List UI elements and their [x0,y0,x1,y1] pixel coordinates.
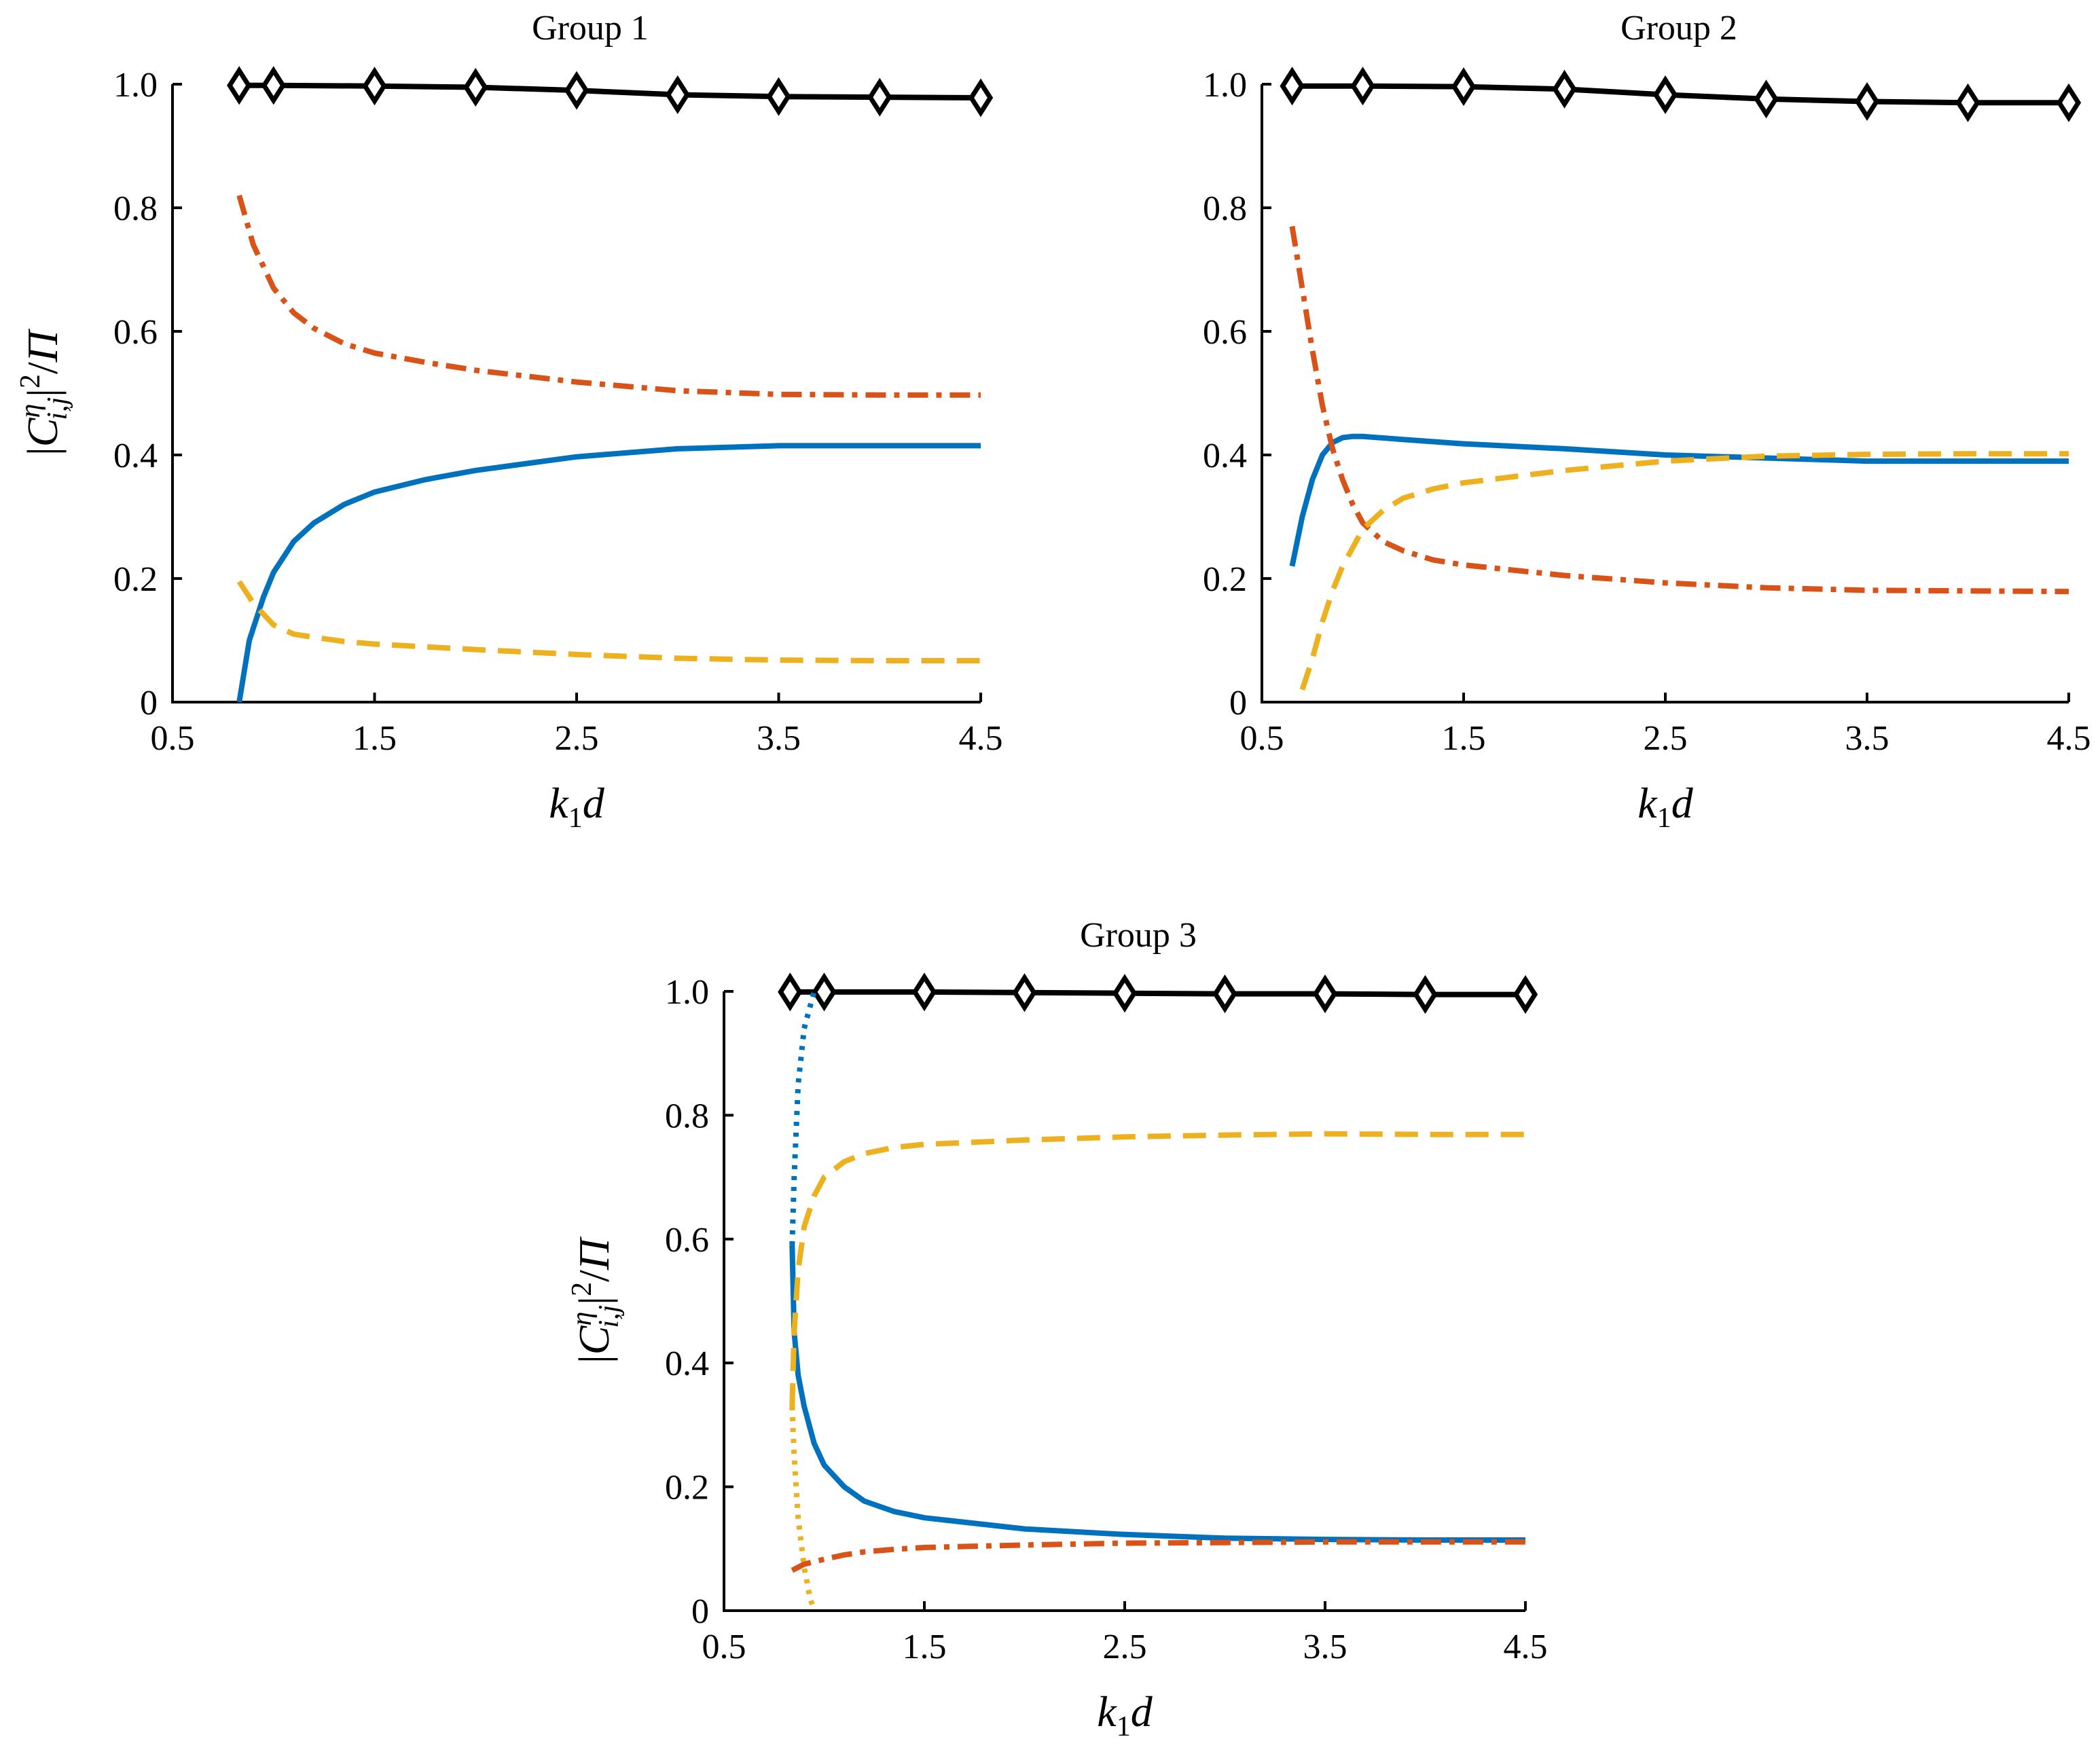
y-tick-label: 0.4 [113,437,158,475]
y-tick-label: 0.2 [113,560,158,599]
y-tick-label: 0.4 [665,1344,709,1383]
y-tick-label: 0.6 [1203,313,1247,352]
diamond-marker [1451,67,1477,107]
diamond-marker [812,972,837,1012]
series-blue-line [236,443,981,703]
x-tick-label: 0.5 [151,719,195,758]
series-blue-dotted-line [789,990,817,1246]
diamond-marker [261,66,286,105]
diamond-marker [463,68,488,107]
y-tick-label: 0.2 [1203,560,1247,599]
x-tick-label: 3.5 [1845,719,1889,758]
diamond-marker [778,972,803,1012]
x-tick-label: 1.5 [1442,719,1486,758]
y-tick-label: 0.8 [113,189,158,228]
chart-title: Group 3 [1080,916,1197,955]
x-tick-label: 4.5 [2047,719,2091,758]
x-tick-label: 0.5 [1240,719,1284,758]
x-tick-label: 2.5 [555,719,599,758]
diamond-marker [766,77,791,116]
series-blue-line [1289,433,2069,567]
x-tick-label: 2.5 [1103,1628,1147,1666]
series-orange-line [791,1539,1525,1573]
diamond-marker [911,972,937,1012]
x-tick-label: 2.5 [1644,719,1688,758]
x-tick-label: 1.5 [903,1628,947,1666]
x-tick-label: 0.5 [702,1628,746,1666]
y-tick-label: 0.6 [113,313,158,352]
diamond-marker [968,78,994,117]
y-tick-label: 0.8 [1203,189,1247,228]
x-label-tail: d [1131,1687,1153,1736]
series-yellow-line [236,580,981,663]
y-tick-label: 0 [1229,684,1247,722]
series-orange-line [236,194,981,398]
y-axis-label: |Cηi,j|2/Π [566,1236,625,1363]
diamond-marker [1212,974,1237,1014]
x-label-symbol: k [549,779,569,827]
chart-panel-3: Group 3 0 0.2 0.4 0.6 0.8 1.0 0.5 1.5 2.5 3.5 4.5 k1… [566,916,1548,1742]
diamond-marker [1280,67,1305,106]
diamond-marker [227,66,252,105]
x-label-subscript: 1 [1657,803,1671,834]
diamond-marker [867,77,892,117]
diamond-marker [665,75,690,114]
y-tick-label: 0 [691,1592,709,1631]
series-yellow-line [789,1131,1525,1407]
diamond-marker [564,71,590,110]
diamond-marker [1513,975,1538,1014]
x-axis-label: k1d [1637,779,1693,834]
y-tick-label: 1.0 [113,66,158,105]
x-tick-label: 3.5 [757,719,801,758]
chart-panel-1: Group 1 0 0.2 0.4 0.6 0.8 1.0 0.5 1.5 2.5 3.5 4.5 k1… [15,9,1003,834]
diamond-marker [362,67,387,106]
y-tick-label: 0.4 [1203,437,1247,475]
x-label-tail: d [1671,779,1694,827]
diamond-marker [1112,974,1138,1013]
x-tick-label: 3.5 [1303,1628,1347,1666]
diamond-marker [1652,75,1678,114]
diamond-marker [2056,83,2082,122]
chart-title: Group 2 [1621,9,1737,48]
diamond-marker [1350,67,1375,106]
diamond-marker [1012,973,1037,1012]
x-label-tail: d [583,779,605,827]
series-yellow-line [1299,451,2069,691]
y-tick-label: 1.0 [1203,66,1247,105]
x-label-symbol: k [1097,1687,1117,1736]
diamond-marker [1552,69,1577,109]
chart-panel-2: Group 2 0 0.2 0.4 0.6 0.8 1.0 0.5 1.5 2.5 3.5 4.5 k1… [1203,9,2091,834]
diamond-marker [1955,83,1980,122]
diamond-marker [1854,81,1880,121]
diamond-marker [1754,79,1779,119]
chart-title: Group 1 [532,9,649,48]
x-label-symbol: k [1637,779,1658,827]
x-tick-label: 4.5 [1504,1628,1548,1666]
diamond-marker [1413,975,1438,1014]
x-tick-label: 1.5 [352,719,397,758]
x-axis-label: k1d [1097,1687,1153,1742]
diamond-marker [1312,974,1338,1014]
y-tick-label: 0.2 [665,1469,709,1507]
series-orange-line [1289,225,2069,595]
y-axis-label: |Cηi,j|2/Π [15,328,73,456]
x-label-subscript: 1 [1117,1711,1131,1742]
x-label-subscript: 1 [568,803,583,834]
x-axis-label: k1d [549,779,604,834]
y-tick-label: 0.6 [665,1221,709,1260]
y-tick-label: 0.8 [665,1097,709,1135]
y-tick-label: 1.0 [665,973,709,1012]
series-blue-line [789,1245,1525,1543]
x-tick-label: 4.5 [959,719,1003,758]
y-tick-label: 0 [140,684,158,722]
